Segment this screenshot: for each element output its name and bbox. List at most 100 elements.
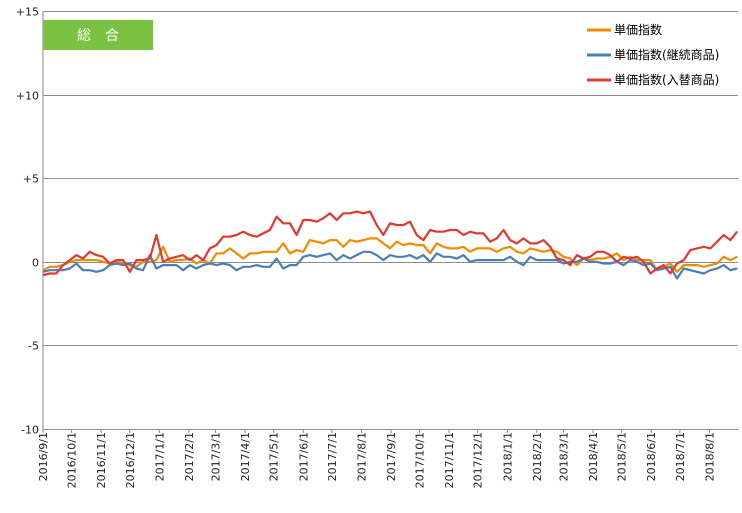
legend-label-replaced-products: 単価指数(入替商品) — [614, 72, 719, 87]
data-point — [336, 239, 338, 241]
data-point — [556, 251, 558, 253]
data-point — [336, 219, 338, 221]
x-tick-label: 2018/3/1 — [558, 432, 571, 481]
data-point — [549, 259, 551, 261]
data-point — [142, 261, 144, 263]
data-point — [469, 251, 471, 253]
data-point — [589, 256, 591, 258]
data-point — [649, 259, 651, 261]
series-line — [42, 250, 738, 280]
data-point — [82, 257, 84, 260]
badge: 総 合 — [43, 20, 153, 50]
data-point — [709, 264, 712, 266]
data-point — [736, 231, 738, 233]
x-tick-label: 2016/9/1 — [37, 432, 50, 481]
y-tick-label: -10 — [21, 424, 39, 437]
x-tick-label: 2018/6/1 — [645, 432, 658, 481]
data-point — [189, 259, 191, 261]
data-point — [676, 271, 678, 273]
data-point — [249, 266, 251, 268]
data-point — [649, 262, 651, 265]
data-point — [155, 234, 157, 236]
data-point — [349, 257, 351, 260]
data-point — [696, 264, 698, 266]
data-point — [75, 259, 77, 261]
data-point — [636, 259, 638, 261]
data-point — [476, 247, 478, 249]
data-point — [256, 252, 258, 254]
data-point — [129, 262, 131, 265]
series-2 — [42, 210, 738, 277]
data-point — [489, 247, 491, 249]
data-point — [522, 237, 525, 239]
data-point — [536, 259, 538, 261]
data-point — [516, 251, 518, 253]
data-point — [149, 257, 151, 260]
data-point — [729, 239, 732, 241]
data-point — [336, 259, 338, 261]
data-point — [235, 269, 238, 271]
data-point — [416, 234, 418, 236]
data-point — [502, 247, 505, 249]
data-point — [429, 252, 431, 254]
data-point — [89, 259, 91, 261]
y-tick-label: +5 — [23, 173, 39, 186]
data-point — [62, 269, 64, 271]
data-point — [175, 256, 178, 258]
x-tick-label: 2018/2/1 — [531, 432, 544, 481]
data-point — [496, 237, 498, 239]
data-point — [502, 259, 505, 261]
data-point — [436, 242, 438, 244]
data-point — [583, 257, 585, 260]
data-point — [683, 259, 685, 261]
data-point — [509, 246, 511, 248]
data-point — [55, 272, 57, 275]
data-point — [369, 237, 371, 239]
data-point — [135, 259, 137, 261]
data-point — [362, 212, 364, 214]
data-point — [516, 242, 518, 244]
data-point — [316, 241, 318, 243]
legend: 単価指数 単価指数(継続商品) 単価指数(入替商品) — [575, 14, 739, 94]
data-point — [282, 267, 284, 270]
data-point — [155, 267, 157, 270]
data-point — [689, 249, 691, 251]
data-point — [195, 267, 198, 270]
data-point — [462, 254, 464, 256]
legend-label-continuing-products: 単価指数(継続商品) — [614, 47, 719, 62]
data-point — [169, 264, 171, 266]
data-point — [716, 262, 718, 265]
data-point — [75, 254, 77, 256]
data-point — [422, 254, 424, 256]
data-point — [549, 246, 551, 248]
data-point — [689, 269, 691, 271]
data-point — [562, 256, 565, 258]
x-tick-label: 2017/8/1 — [355, 432, 368, 481]
data-point — [522, 264, 525, 266]
data-point — [502, 229, 505, 231]
data-point — [95, 271, 97, 273]
data-point — [142, 269, 144, 271]
data-point — [456, 257, 458, 260]
data-point — [129, 271, 131, 273]
data-point — [195, 262, 198, 265]
data-point — [302, 219, 304, 221]
data-point — [723, 264, 725, 266]
data-point — [416, 244, 418, 246]
data-point — [569, 264, 571, 266]
data-point — [696, 271, 698, 273]
data-point — [115, 259, 117, 261]
data-point — [242, 257, 244, 260]
data-point — [596, 257, 598, 260]
x-tick-label: 2016/10/1 — [66, 432, 79, 488]
data-point — [215, 252, 218, 254]
data-point — [209, 247, 211, 249]
data-point — [489, 241, 491, 243]
data-point — [509, 256, 511, 258]
data-point — [716, 267, 718, 270]
data-point — [162, 264, 164, 266]
data-point — [623, 259, 625, 261]
data-point — [416, 257, 418, 260]
data-point — [362, 239, 364, 241]
